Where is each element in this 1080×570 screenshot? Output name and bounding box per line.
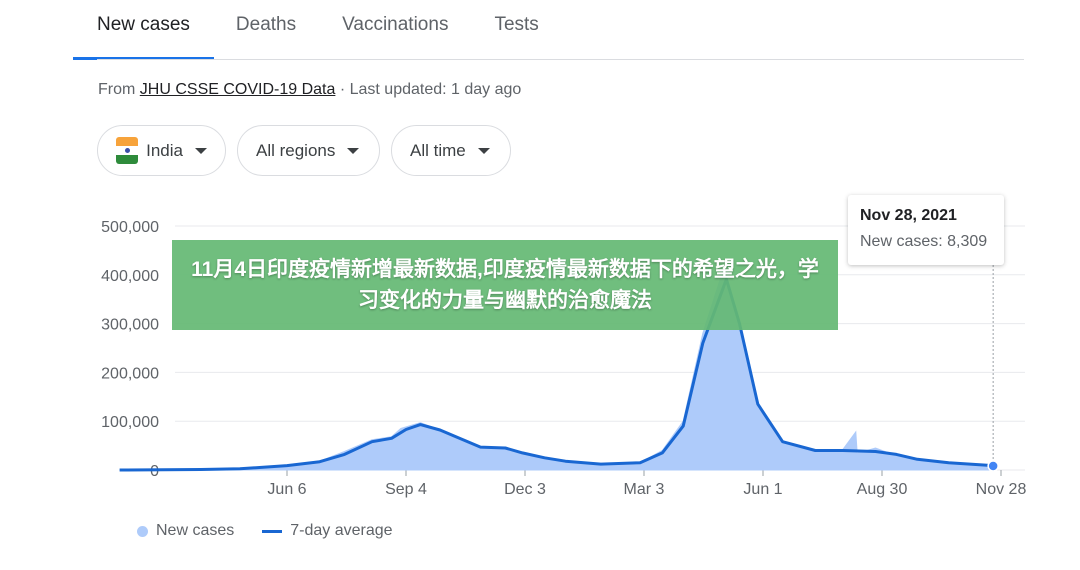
country-label: India [146, 140, 183, 160]
source-prefix: From [98, 81, 140, 98]
region-dropdown[interactable]: All regions [237, 125, 380, 176]
y-tick-label: 100,000 [101, 414, 159, 431]
x-tick-label: Jun 1 [743, 481, 782, 498]
y-tick-label: 200,000 [101, 365, 159, 382]
tab-deaths[interactable]: Deaths [235, 14, 297, 35]
tab-tests[interactable]: Tests [494, 14, 539, 35]
x-tick-label: Mar 3 [624, 481, 665, 498]
tooltip-date: Nov 28, 2021 [860, 207, 957, 224]
x-tick-label: Sep 4 [385, 481, 427, 498]
headline-banner: 11月4日印度疫情新增最新数据,印度疫情最新数据下的希望之光，学习变化的力量与幽… [172, 240, 838, 330]
legend-new-cases: New cases [156, 522, 235, 539]
y-tick-label: 400,000 [101, 268, 159, 285]
caret-down-icon [477, 147, 490, 154]
legend-dot-icon [137, 525, 148, 537]
seven-day-average-line [119, 277, 994, 472]
india-flag-icon [116, 137, 139, 164]
x-tick-label: Jun 6 [267, 481, 306, 498]
time-dropdown[interactable]: All time [391, 125, 511, 176]
x-tick-label: Aug 30 [857, 481, 908, 498]
x-tick-label: Nov 28 [976, 481, 1027, 498]
x-tick-label: Dec 3 [504, 481, 546, 498]
y-tick-label: 0 [150, 463, 159, 480]
hover-point [987, 460, 999, 472]
chart-tooltip: Nov 28, 2021 New cases: 8,309 [848, 195, 1004, 265]
country-dropdown[interactable]: India [97, 125, 226, 176]
time-label: All time [410, 140, 466, 160]
tooltip-value: New cases: 8,309 [860, 233, 988, 250]
y-tick-label: 300,000 [101, 317, 159, 334]
y-tick-label: 500,000 [101, 219, 159, 236]
tab-divider [97, 59, 1024, 60]
legend-line-icon [262, 529, 283, 533]
caret-down-icon [195, 147, 207, 154]
region-label: All regions [256, 140, 336, 160]
tab-new-cases[interactable]: New cases [73, 0, 214, 60]
caret-down-icon [347, 147, 360, 154]
tab-vaccinations[interactable]: Vaccinations [342, 14, 449, 35]
chart-legend: New cases 7-day average [137, 522, 393, 540]
legend-7-day-average: 7-day average [290, 522, 393, 539]
source-suffix: · Last updated: 1 day ago [335, 81, 522, 98]
source-link[interactable]: JHU CSSE COVID-19 Data [139, 81, 336, 98]
source-line: From JHU CSSE COVID-19 Data · Last updat… [98, 81, 521, 99]
tab-bar: New cases Deaths Vaccinations Tests [73, 0, 585, 60]
